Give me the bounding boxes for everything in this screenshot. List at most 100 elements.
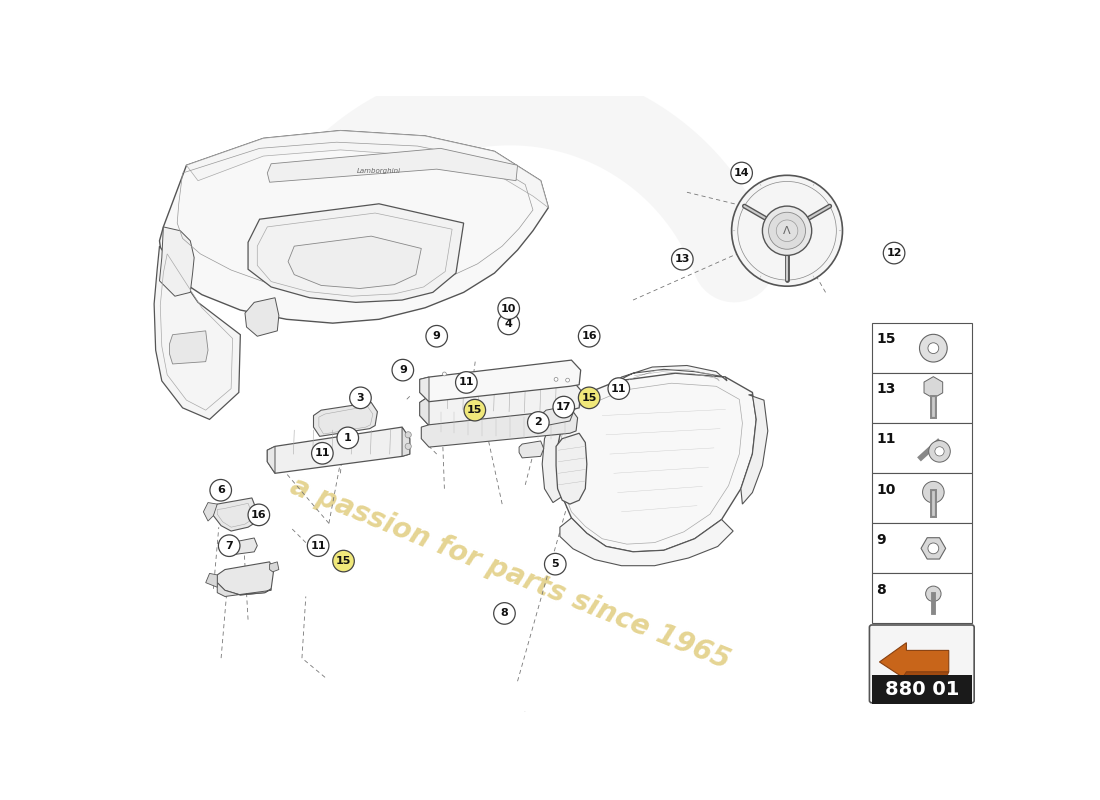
Polygon shape — [204, 502, 218, 521]
Text: 9: 9 — [432, 331, 441, 342]
Text: 1: 1 — [344, 433, 352, 443]
Polygon shape — [519, 441, 543, 458]
Text: 14: 14 — [734, 168, 749, 178]
Polygon shape — [218, 582, 271, 597]
Text: 16: 16 — [251, 510, 266, 520]
Text: 16: 16 — [581, 331, 597, 342]
Text: 8: 8 — [877, 582, 887, 597]
Polygon shape — [556, 434, 587, 504]
Text: 4: 4 — [505, 319, 513, 329]
Circle shape — [923, 482, 944, 503]
Polygon shape — [921, 538, 946, 559]
Polygon shape — [245, 298, 279, 336]
Text: 15: 15 — [468, 405, 483, 415]
Circle shape — [405, 432, 411, 438]
Circle shape — [928, 543, 938, 554]
Circle shape — [732, 175, 843, 286]
Text: 17: 17 — [556, 402, 572, 412]
Polygon shape — [154, 246, 241, 419]
Polygon shape — [543, 406, 573, 426]
Polygon shape — [288, 236, 421, 289]
Circle shape — [928, 441, 950, 462]
Circle shape — [928, 342, 938, 354]
Polygon shape — [267, 446, 275, 474]
Circle shape — [777, 220, 797, 242]
Text: 8: 8 — [500, 609, 508, 618]
Polygon shape — [924, 377, 943, 398]
Polygon shape — [902, 672, 948, 678]
FancyBboxPatch shape — [871, 323, 972, 373]
Circle shape — [442, 372, 447, 376]
Circle shape — [671, 249, 693, 270]
Circle shape — [210, 479, 231, 501]
Circle shape — [553, 396, 574, 418]
Circle shape — [498, 313, 519, 334]
FancyBboxPatch shape — [871, 523, 972, 574]
FancyBboxPatch shape — [871, 474, 972, 523]
FancyBboxPatch shape — [871, 675, 972, 704]
Text: 15: 15 — [877, 332, 895, 346]
Polygon shape — [558, 373, 757, 552]
Polygon shape — [206, 574, 218, 587]
Text: a passion for parts since 1965: a passion for parts since 1965 — [286, 472, 734, 674]
FancyBboxPatch shape — [871, 574, 972, 623]
Polygon shape — [160, 227, 195, 296]
Text: 11: 11 — [310, 541, 326, 550]
Circle shape — [337, 427, 359, 449]
Circle shape — [307, 535, 329, 557]
Text: 11: 11 — [315, 448, 330, 458]
Polygon shape — [267, 148, 517, 182]
Polygon shape — [741, 394, 768, 504]
Polygon shape — [403, 427, 409, 456]
Circle shape — [462, 373, 465, 377]
Text: 7: 7 — [226, 541, 233, 550]
Polygon shape — [218, 562, 274, 595]
Text: 11: 11 — [459, 378, 474, 387]
Circle shape — [528, 412, 549, 434]
Polygon shape — [160, 130, 548, 323]
Text: 880 01: 880 01 — [884, 680, 959, 699]
Circle shape — [926, 586, 942, 602]
Polygon shape — [169, 331, 208, 364]
Polygon shape — [421, 410, 578, 447]
Circle shape — [494, 602, 515, 624]
Circle shape — [730, 162, 752, 184]
Text: 3: 3 — [356, 393, 364, 403]
Text: 10: 10 — [877, 482, 895, 497]
Text: 15: 15 — [336, 556, 351, 566]
Polygon shape — [213, 498, 255, 531]
Circle shape — [565, 378, 570, 382]
Circle shape — [498, 298, 519, 319]
Circle shape — [219, 535, 240, 557]
FancyBboxPatch shape — [869, 625, 975, 702]
Circle shape — [935, 446, 944, 456]
Circle shape — [579, 326, 600, 347]
Text: 13: 13 — [674, 254, 690, 264]
Text: 6: 6 — [217, 486, 224, 495]
Circle shape — [762, 206, 812, 255]
Polygon shape — [228, 538, 257, 555]
Circle shape — [350, 387, 372, 409]
FancyBboxPatch shape — [871, 373, 972, 423]
Polygon shape — [420, 396, 429, 426]
Polygon shape — [542, 415, 562, 502]
Text: 11: 11 — [612, 384, 627, 394]
Polygon shape — [618, 366, 727, 381]
Polygon shape — [880, 642, 948, 680]
Text: 5: 5 — [551, 559, 559, 569]
Text: 11: 11 — [877, 433, 895, 446]
Circle shape — [332, 550, 354, 572]
Circle shape — [769, 212, 805, 250]
Text: 2: 2 — [535, 418, 542, 427]
Text: 12: 12 — [887, 248, 902, 258]
Circle shape — [311, 442, 333, 464]
Polygon shape — [314, 402, 377, 436]
Polygon shape — [186, 130, 548, 208]
Circle shape — [920, 334, 947, 362]
Circle shape — [426, 326, 448, 347]
Circle shape — [392, 359, 414, 381]
Text: 13: 13 — [877, 382, 895, 397]
Polygon shape — [249, 204, 464, 302]
Circle shape — [249, 504, 270, 526]
Circle shape — [883, 242, 905, 264]
